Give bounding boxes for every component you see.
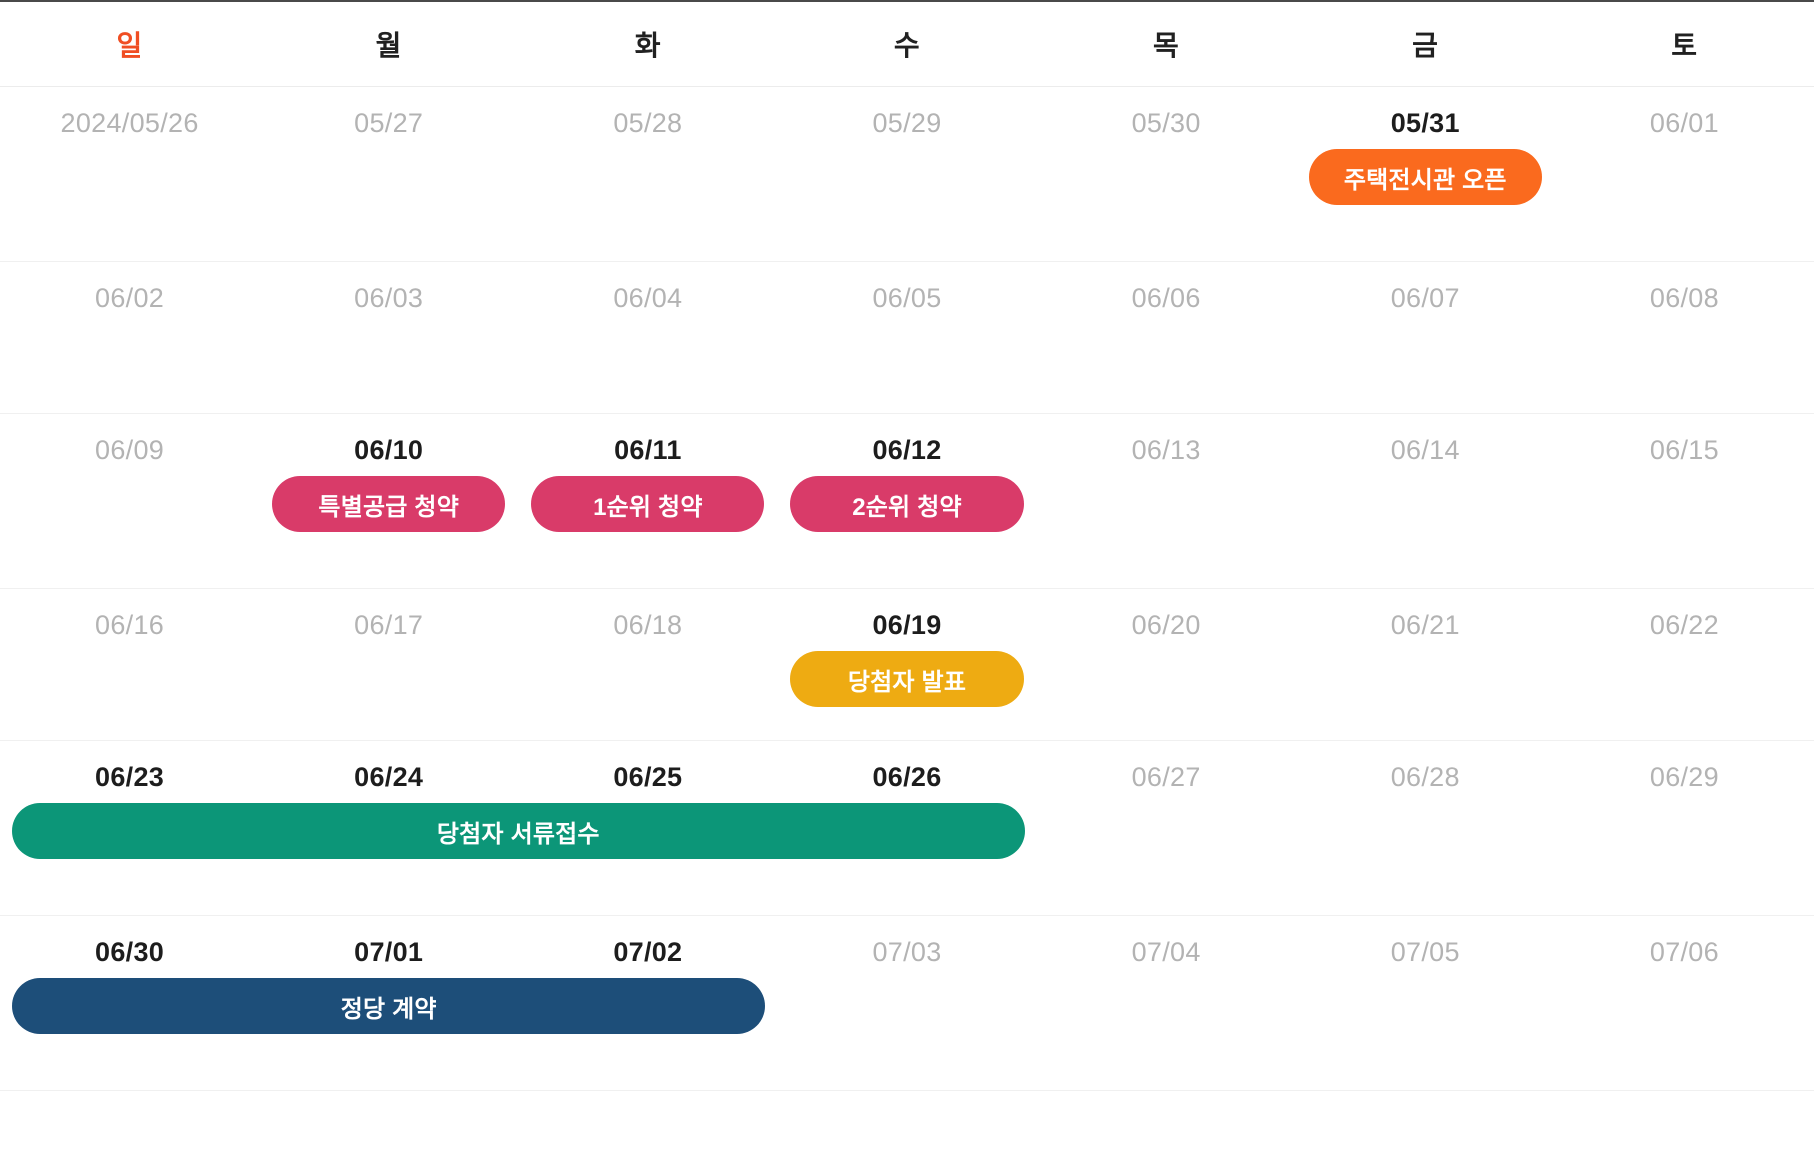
calendar-date-cell[interactable]: 06/16	[95, 609, 165, 640]
calendar-date-cell[interactable]: 06/29	[1649, 761, 1719, 792]
calendar-week-row: 06/09 06/10 06/11 06/12 06/13 06/14 06/15 특별공급 …	[0, 414, 1814, 589]
calendar-date-cell[interactable]: 05/31	[1390, 107, 1460, 138]
event-badge-winner-announcement[interactable]: 당첨자 발표	[790, 651, 1024, 707]
calendar-date-cell[interactable]: 07/01	[354, 936, 424, 967]
calendar-date-cell[interactable]: 06/27	[1131, 761, 1201, 792]
calendar-date-cell[interactable]: 07/02	[613, 936, 683, 967]
calendar-date-cell[interactable]: 05/28	[613, 107, 683, 138]
calendar-date-cell[interactable]: 06/13	[1131, 434, 1201, 465]
calendar-date-cell[interactable]: 06/12	[872, 434, 942, 465]
calendar-date-cell[interactable]: 06/01	[1649, 107, 1719, 138]
week-events-layer: 정당 계약	[0, 978, 1814, 1058]
week-date-strip: 06/30 07/01 07/02 07/03 07/04 07/05 07/06	[0, 916, 1814, 988]
calendar-date-cell[interactable]: 06/26	[872, 761, 942, 792]
calendar-weeks: 2024/05/26 05/27 05/28 05/29 05/30 05/31 06/01…	[0, 87, 1814, 1091]
week-events-layer: 당첨자 서류접수	[0, 803, 1814, 883]
calendar-top-divider	[0, 0, 1814, 2]
calendar-date-cell[interactable]: 05/29	[872, 107, 942, 138]
calendar-date-cell[interactable]: 06/04	[613, 282, 683, 313]
calendar-week-row: 2024/05/26 05/27 05/28 05/29 05/30 05/31 06/01…	[0, 87, 1814, 262]
week-date-strip: 06/23 06/24 06/25 06/26 06/27 06/28 06/29	[0, 741, 1814, 813]
calendar-date-cell[interactable]: 06/17	[354, 609, 424, 640]
calendar-date-cell[interactable]: 06/10	[354, 434, 424, 465]
weekday-header-1: 월	[375, 30, 402, 61]
weekday-header-0: 일	[116, 30, 143, 61]
calendar-date-cell[interactable]: 06/11	[614, 434, 682, 465]
week-events-layer	[0, 324, 1814, 404]
calendar-date-cell[interactable]: 06/02	[95, 282, 165, 313]
calendar-date-cell[interactable]: 07/06	[1649, 936, 1719, 967]
calendar-date-cell[interactable]: 05/27	[354, 107, 424, 138]
event-badge-model-house-open[interactable]: 주택전시관 오픈	[1308, 149, 1542, 205]
calendar-date-cell[interactable]: 06/19	[872, 609, 942, 640]
calendar-date-cell[interactable]: 06/09	[95, 434, 165, 465]
calendar-date-cell[interactable]: 06/23	[95, 761, 165, 792]
calendar-date-cell[interactable]: 06/14	[1390, 434, 1460, 465]
week-date-strip: 06/09 06/10 06/11 06/12 06/13 06/14 06/15	[0, 414, 1814, 486]
event-badge-first-priority[interactable]: 1순위 청약	[531, 476, 765, 532]
event-badge-special-supply[interactable]: 특별공급 청약	[272, 476, 506, 532]
event-badge-official-contract[interactable]: 정당 계약	[12, 978, 766, 1034]
calendar-date-cell[interactable]: 07/04	[1131, 936, 1201, 967]
week-date-strip: 2024/05/26 05/27 05/28 05/29 05/30 05/31 06/01	[0, 87, 1814, 159]
calendar-date-cell[interactable]: 2024/05/26	[60, 107, 199, 138]
calendar-date-cell[interactable]: 06/25	[613, 761, 683, 792]
event-badge-second-priority[interactable]: 2순위 청약	[790, 476, 1024, 532]
weekday-header-4: 목	[1153, 30, 1180, 61]
calendar-date-cell[interactable]: 06/08	[1649, 282, 1719, 313]
weekday-header-5: 금	[1412, 30, 1439, 61]
weekday-header-2: 화	[634, 30, 661, 61]
weekday-header-3: 수	[893, 30, 921, 61]
week-date-strip: 06/02 06/03 06/04 06/05 06/06 06/07 06/08	[0, 262, 1814, 334]
calendar-date-cell[interactable]: 06/03	[354, 282, 424, 313]
calendar-date-cell[interactable]: 07/03	[872, 936, 942, 967]
calendar-date-cell[interactable]: 06/05	[872, 282, 942, 313]
calendar-date-cell[interactable]: 06/28	[1390, 761, 1460, 792]
calendar-date-cell[interactable]: 05/30	[1131, 107, 1201, 138]
weekday-header-6: 토	[1671, 30, 1698, 61]
calendar-date-cell[interactable]: 06/22	[1649, 609, 1719, 640]
calendar-date-cell[interactable]: 06/15	[1649, 434, 1719, 465]
calendar-date-cell[interactable]: 06/24	[354, 761, 424, 792]
calendar-date-cell[interactable]: 06/21	[1390, 609, 1460, 640]
event-badge-winner-documents[interactable]: 당첨자 서류접수	[12, 803, 1025, 859]
calendar-week-row: 06/30 07/01 07/02 07/03 07/04 07/05 07/06 정당 계약	[0, 916, 1814, 1091]
calendar-date-cell[interactable]: 06/18	[613, 609, 683, 640]
week-events-layer: 당첨자 발표	[0, 651, 1814, 731]
calendar-week-row: 06/02 06/03 06/04 06/05 06/06 06/07 06/08	[0, 262, 1814, 414]
calendar-date-cell[interactable]: 06/06	[1131, 282, 1201, 313]
week-date-strip: 06/16 06/17 06/18 06/19 06/20 06/21 06/22	[0, 589, 1814, 661]
calendar-date-cell[interactable]: 06/07	[1390, 282, 1460, 313]
calendar-week-row: 06/16 06/17 06/18 06/19 06/20 06/21 06/22 당첨자 발…	[0, 589, 1814, 741]
calendar-week-row: 06/23 06/24 06/25 06/26 06/27 06/28 06/29 당첨자 서…	[0, 741, 1814, 916]
calendar-date-cell[interactable]: 06/30	[95, 936, 165, 967]
week-events-layer: 특별공급 청약 1순위 청약 2순위 청약	[0, 476, 1814, 556]
calendar-date-cell[interactable]: 07/05	[1390, 936, 1460, 967]
calendar-date-cell[interactable]: 06/20	[1131, 609, 1201, 640]
week-events-layer: 주택전시관 오픈	[0, 149, 1814, 229]
